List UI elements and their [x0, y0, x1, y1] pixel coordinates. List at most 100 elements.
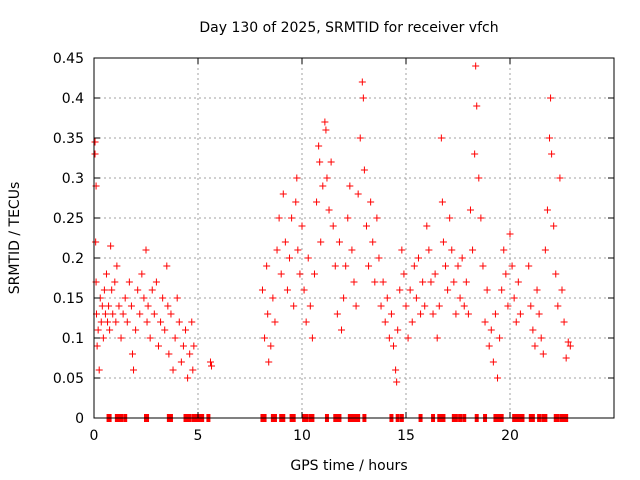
data-point — [208, 362, 216, 370]
y-tick-label: 0.35 — [53, 131, 84, 147]
data-point — [350, 278, 358, 286]
data-point — [359, 94, 367, 102]
data-point — [481, 318, 489, 326]
data-point — [111, 278, 119, 286]
data-point — [296, 270, 304, 278]
data-point — [300, 286, 308, 294]
data-point — [113, 262, 121, 270]
data-point — [502, 270, 510, 278]
data-point — [442, 262, 450, 270]
data-point — [537, 334, 545, 342]
data-point — [115, 302, 123, 310]
data-point — [452, 310, 460, 318]
data-point — [146, 334, 154, 342]
data-point — [444, 286, 452, 294]
data-point — [310, 270, 318, 278]
data-point — [348, 246, 356, 254]
data-point — [431, 270, 439, 278]
data-point — [261, 334, 269, 342]
data-point — [385, 334, 393, 342]
data-point — [483, 286, 491, 294]
data-point — [94, 326, 102, 334]
y-tick-label: 0.1 — [62, 331, 84, 347]
data-point — [294, 246, 302, 254]
data-point — [494, 374, 502, 382]
data-point — [344, 214, 352, 222]
data-point — [184, 374, 192, 382]
data-point — [329, 222, 337, 230]
data-point — [438, 198, 446, 206]
data-point — [512, 318, 520, 326]
data-point — [144, 302, 152, 310]
data-point — [273, 246, 281, 254]
data-point — [383, 294, 391, 302]
data-point — [288, 214, 296, 222]
data-point — [408, 318, 416, 326]
data-point — [127, 302, 135, 310]
data-point — [531, 342, 539, 350]
data-point — [128, 350, 136, 358]
data-point — [119, 310, 127, 318]
data-point — [558, 286, 566, 294]
data-point — [393, 378, 401, 386]
data-point — [109, 310, 117, 318]
data-point — [458, 254, 466, 262]
data-point — [293, 174, 301, 182]
data-point — [323, 174, 331, 182]
y-tick-label: 0.45 — [53, 51, 84, 67]
data-point — [360, 166, 368, 174]
data-point — [402, 302, 410, 310]
data-point — [134, 286, 142, 294]
data-point — [500, 246, 508, 254]
data-point — [275, 214, 283, 222]
data-point — [317, 238, 325, 246]
data-point — [427, 278, 435, 286]
data-point — [182, 326, 190, 334]
data-point — [277, 270, 285, 278]
data-point — [560, 318, 568, 326]
data-point — [164, 302, 172, 310]
y-tick-label: 0.15 — [53, 291, 84, 307]
y-tick-label: 0.3 — [62, 171, 84, 187]
data-point — [356, 134, 364, 142]
data-point — [315, 142, 323, 150]
data-point — [423, 222, 431, 230]
data-point — [394, 326, 402, 334]
data-point — [369, 238, 377, 246]
data-point — [125, 278, 133, 286]
y-tick-label: 0.2 — [62, 251, 84, 267]
data-point — [514, 278, 522, 286]
data-point — [485, 342, 493, 350]
data-point — [92, 238, 100, 246]
data-point — [290, 302, 298, 310]
data-point — [107, 242, 115, 250]
data-point — [562, 354, 570, 362]
data-point — [340, 294, 348, 302]
data-point — [533, 286, 541, 294]
data-point — [433, 334, 441, 342]
data-point — [264, 310, 272, 318]
y-tick-label: 0.05 — [53, 371, 84, 387]
data-point — [279, 190, 287, 198]
data-point — [346, 182, 354, 190]
x-tick-label: 5 — [194, 428, 203, 444]
data-point — [163, 262, 171, 270]
data-point — [398, 246, 406, 254]
data-point — [496, 334, 504, 342]
data-point — [283, 286, 291, 294]
data-point — [529, 326, 537, 334]
data-point — [292, 198, 300, 206]
data-point — [298, 222, 306, 230]
data-point — [98, 302, 106, 310]
data-point — [510, 294, 518, 302]
data-point — [316, 158, 324, 166]
data-point — [331, 262, 339, 270]
data-point — [121, 294, 129, 302]
data-point — [157, 318, 165, 326]
data-point — [104, 318, 112, 326]
data-point — [556, 174, 564, 182]
data-point — [97, 318, 105, 326]
data-point — [460, 302, 468, 310]
data-point — [106, 326, 114, 334]
plot-frame — [93, 57, 615, 419]
